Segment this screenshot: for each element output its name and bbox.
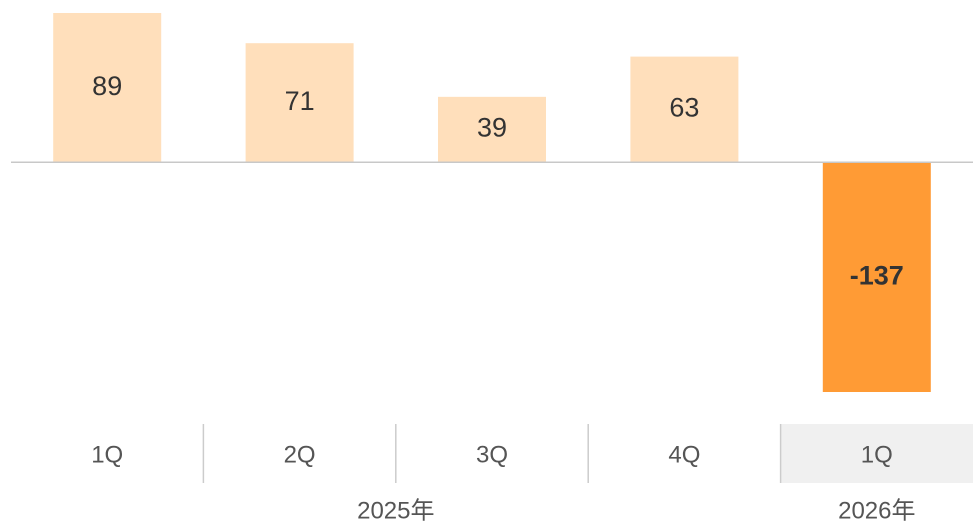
value-label: 39 bbox=[477, 113, 507, 143]
bar bbox=[630, 56, 739, 163]
bar bbox=[53, 13, 162, 163]
x-tick-label: 1Q bbox=[861, 441, 893, 468]
value-label: 63 bbox=[669, 93, 699, 123]
bar bbox=[822, 162, 931, 392]
x-tick-label: 1Q bbox=[91, 441, 123, 468]
x-tick-label: 4Q bbox=[668, 441, 700, 468]
value-label: 89 bbox=[92, 71, 122, 101]
group-label: 2026年 bbox=[838, 497, 915, 524]
value-label: 71 bbox=[285, 86, 315, 116]
group-label: 2025年 bbox=[357, 497, 434, 524]
bar bbox=[438, 96, 546, 163]
category-highlight bbox=[780, 424, 973, 483]
bar bbox=[245, 43, 354, 163]
x-tick-label: 3Q bbox=[476, 441, 508, 468]
value-label: -137 bbox=[850, 260, 904, 290]
x-tick-label: 2Q bbox=[284, 441, 316, 468]
